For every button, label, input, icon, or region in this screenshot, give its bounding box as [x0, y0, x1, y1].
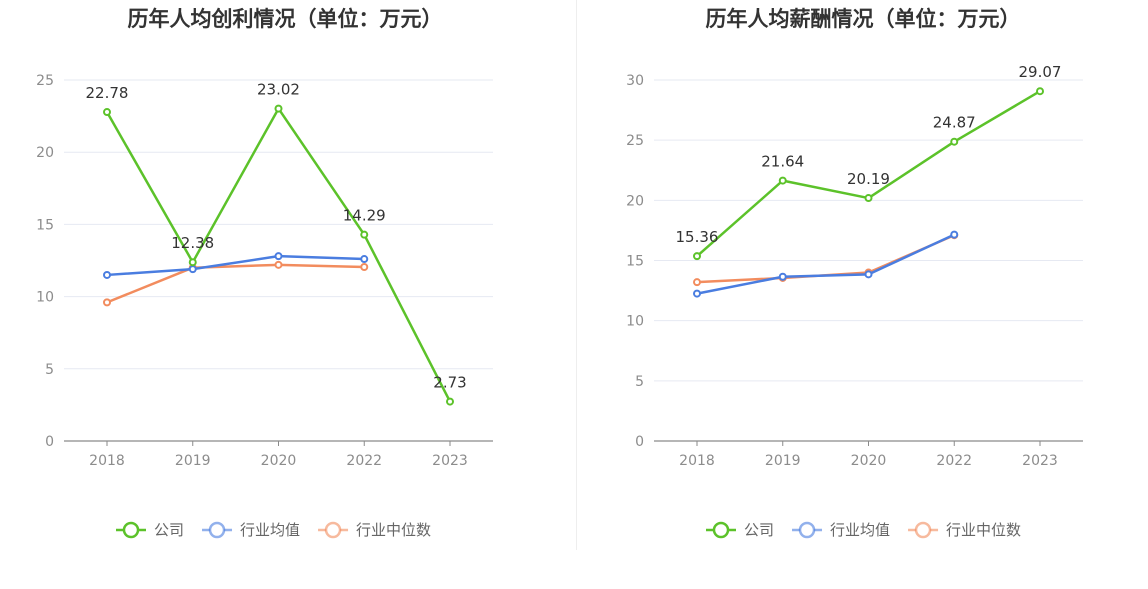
y-tick-label: 10 [36, 290, 54, 306]
data-point [360, 230, 369, 239]
legend-label: 公司 [154, 521, 184, 539]
data-point [103, 108, 111, 117]
legend-marker [914, 521, 932, 539]
data-point [778, 272, 787, 281]
data-point [103, 270, 111, 279]
legend-label: 行业均值 [240, 521, 300, 539]
series-line [106, 254, 365, 277]
x-tick-label: 2019 [175, 453, 211, 469]
chart-title: 历年人均创利情况（单位：万元） [128, 7, 443, 31]
legend-marker [122, 521, 140, 539]
y-tick-label: 25 [626, 133, 644, 149]
y-tick-label: 5 [635, 374, 644, 390]
x-tick-label: 2022 [346, 453, 382, 469]
y-tick-label: 25 [36, 73, 54, 89]
data-point [360, 262, 369, 271]
data-label: 29.07 [1019, 63, 1062, 81]
data-point [693, 252, 701, 261]
legend-label: 公司 [744, 521, 774, 539]
data-point [188, 265, 197, 274]
data-point [274, 104, 283, 113]
data-point [864, 270, 873, 279]
y-tick-label: 0 [45, 434, 54, 450]
data-label: 22.78 [86, 84, 129, 102]
data-point [950, 230, 959, 239]
legend-label: 行业均值 [830, 521, 890, 539]
y-tick-label: 15 [626, 254, 644, 270]
data-point [188, 258, 197, 267]
data-label: 14.29 [343, 207, 386, 225]
legend-item[interactable]: 公司 [706, 521, 774, 539]
series-line [696, 233, 955, 295]
profit-per-capita-chart: 历年人均创利情况（单位：万元） 0 5 10 15 20 25 2018 2019 2020 20… [36, 7, 493, 539]
legend-marker [798, 521, 816, 539]
y-tick-label: 5 [45, 362, 54, 378]
y-tick-label: 0 [635, 434, 644, 450]
x-tick-label: 2022 [936, 453, 972, 469]
legend-marker [712, 521, 730, 539]
x-tick-label: 2023 [432, 453, 468, 469]
y-tick-label: 30 [626, 73, 644, 89]
data-label: 12.38 [171, 234, 214, 252]
x-tick-label: 2018 [679, 453, 715, 469]
data-point [778, 176, 787, 185]
legend-label: 行业中位数 [946, 521, 1021, 539]
legend-item[interactable]: 行业均值 [792, 521, 890, 539]
salary-per-capita-chart: 历年人均薪酬情况（单位：万元） 0 5 10 15 20 25 30 2018 2019 2020… [626, 7, 1083, 539]
series-line [106, 263, 365, 304]
legend-marker [208, 521, 226, 539]
data-label: 21.64 [761, 153, 804, 171]
legend-label: 行业中位数 [356, 521, 431, 539]
data-point [274, 252, 283, 261]
data-point [274, 260, 283, 269]
data-point [864, 194, 873, 203]
legend-item[interactable]: 公司 [116, 521, 184, 539]
data-point [693, 289, 701, 298]
data-point [1036, 87, 1044, 96]
chart-divider [576, 0, 577, 550]
legend-item[interactable]: 行业均值 [202, 521, 300, 539]
y-tick-label: 10 [626, 314, 644, 330]
legend-item[interactable]: 行业中位数 [908, 521, 1021, 539]
legend-marker [324, 521, 342, 539]
x-tick-label: 2023 [1022, 453, 1058, 469]
data-point [446, 397, 454, 406]
y-tick-label: 15 [36, 217, 54, 233]
data-label: 20.19 [847, 170, 890, 188]
data-label: 24.87 [933, 114, 976, 132]
y-tick-label: 20 [626, 193, 644, 209]
data-point [950, 137, 959, 146]
data-point [103, 298, 111, 307]
x-tick-label: 2018 [89, 453, 125, 469]
data-label: 2.73 [433, 374, 466, 392]
data-label: 15.36 [676, 228, 719, 246]
x-tick-label: 2019 [765, 453, 801, 469]
legend-item[interactable]: 行业中位数 [318, 521, 431, 539]
chart-title: 历年人均薪酬情况（单位：万元） [706, 7, 1021, 31]
data-point [360, 255, 369, 264]
x-tick-label: 2020 [261, 453, 297, 469]
data-label: 23.02 [257, 81, 300, 99]
x-tick-label: 2020 [851, 453, 887, 469]
y-tick-label: 20 [36, 145, 54, 161]
data-point [693, 278, 701, 287]
